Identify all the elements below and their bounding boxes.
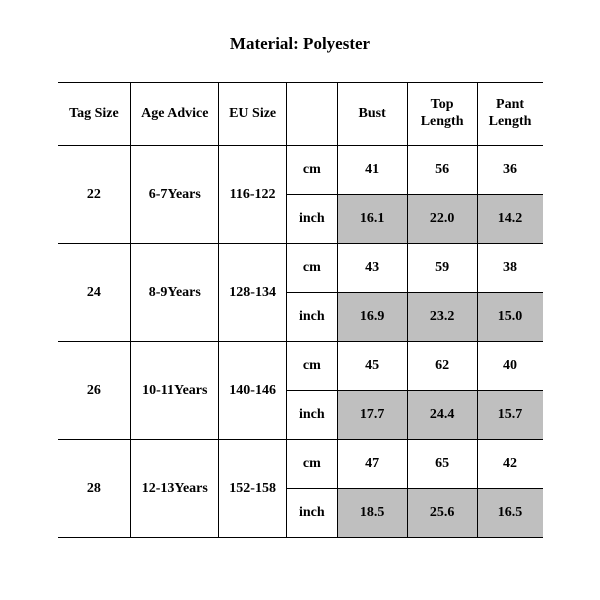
page: Material: Polyester Tag Size Age Advice … [0, 0, 600, 600]
cell-tag: 28 [58, 440, 131, 538]
cell-top-cm: 59 [407, 244, 477, 293]
cell-top-cm: 56 [407, 146, 477, 195]
cell-top-cm: 65 [407, 440, 477, 489]
cell-pant-cm: 40 [477, 342, 542, 391]
table-row: 28 12-13Years 152-158 cm 47 65 42 [58, 440, 543, 489]
col-tag-size: Tag Size [58, 83, 131, 146]
cell-pant-inch: 15.0 [477, 293, 542, 342]
cell-age: 8-9Years [131, 244, 219, 342]
cell-top-inch: 23.2 [407, 293, 477, 342]
cell-age: 6-7Years [131, 146, 219, 244]
cell-unit-inch: inch [286, 195, 337, 244]
col-unit [286, 83, 337, 146]
table-body: 22 6-7Years 116-122 cm 41 56 36 inch 16.… [58, 146, 543, 538]
cell-top-inch: 24.4 [407, 391, 477, 440]
cell-unit-inch: inch [286, 489, 337, 538]
cell-bust-cm: 47 [337, 440, 407, 489]
col-pant-length: Pant Length [477, 83, 542, 146]
cell-pant-cm: 38 [477, 244, 542, 293]
cell-eu: 128-134 [219, 244, 287, 342]
cell-bust-cm: 45 [337, 342, 407, 391]
cell-eu: 152-158 [219, 440, 287, 538]
table-header-row: Tag Size Age Advice EU Size Bust Top Len… [58, 83, 543, 146]
cell-bust-inch: 17.7 [337, 391, 407, 440]
cell-bust-cm: 41 [337, 146, 407, 195]
cell-age: 10-11Years [131, 342, 219, 440]
cell-top-cm: 62 [407, 342, 477, 391]
cell-tag: 24 [58, 244, 131, 342]
cell-pant-inch: 15.7 [477, 391, 542, 440]
cell-eu: 140-146 [219, 342, 287, 440]
cell-bust-inch: 16.1 [337, 195, 407, 244]
cell-unit-cm: cm [286, 244, 337, 293]
cell-unit-cm: cm [286, 440, 337, 489]
cell-pant-inch: 14.2 [477, 195, 542, 244]
table-row: 24 8-9Years 128-134 cm 43 59 38 [58, 244, 543, 293]
col-bust: Bust [337, 83, 407, 146]
col-top-length: Top Length [407, 83, 477, 146]
table-row: 26 10-11Years 140-146 cm 45 62 40 [58, 342, 543, 391]
cell-bust-cm: 43 [337, 244, 407, 293]
cell-top-inch: 25.6 [407, 489, 477, 538]
table-row: 22 6-7Years 116-122 cm 41 56 36 [58, 146, 543, 195]
col-age-advice: Age Advice [131, 83, 219, 146]
cell-age: 12-13Years [131, 440, 219, 538]
cell-eu: 116-122 [219, 146, 287, 244]
cell-bust-inch: 16.9 [337, 293, 407, 342]
cell-tag: 22 [58, 146, 131, 244]
cell-bust-inch: 18.5 [337, 489, 407, 538]
cell-unit-inch: inch [286, 391, 337, 440]
cell-unit-inch: inch [286, 293, 337, 342]
cell-pant-inch: 16.5 [477, 489, 542, 538]
col-eu-size: EU Size [219, 83, 287, 146]
cell-pant-cm: 42 [477, 440, 542, 489]
cell-tag: 26 [58, 342, 131, 440]
page-title: Material: Polyester [0, 34, 600, 54]
cell-unit-cm: cm [286, 146, 337, 195]
cell-unit-cm: cm [286, 342, 337, 391]
size-table: Tag Size Age Advice EU Size Bust Top Len… [58, 82, 543, 538]
cell-top-inch: 22.0 [407, 195, 477, 244]
cell-pant-cm: 36 [477, 146, 542, 195]
